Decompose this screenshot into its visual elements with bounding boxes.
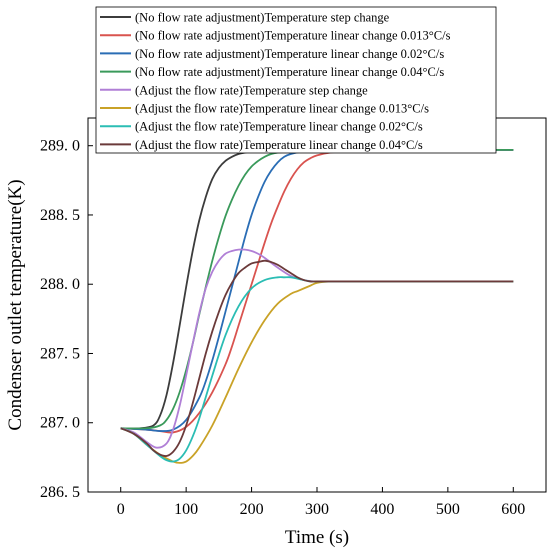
legend-label: (Adjust the flow rate)Temperature linear… [135,138,423,152]
y-tick-label: 286. 5 [40,484,80,501]
x-tick-label: 600 [501,501,525,518]
series-line-8 [120,259,514,458]
y-tick-label: 288. 0 [40,276,80,293]
x-tick-label: 300 [305,501,329,518]
legend-label: (No flow rate adjustment)Temperature lin… [135,29,451,43]
legend-label: (No flow rate adjustment)Temperature lin… [135,65,444,79]
x-tick-label: 400 [370,501,394,518]
y-tick-label: 287. 0 [40,415,80,432]
y-tick-label: 287. 5 [40,345,80,362]
legend-label: (Adjust the flow rate)Temperature step c… [135,83,368,97]
axis-ticks: 0 100 200 300 400 500 600 286. 5 287. 0 287. 5 288… [40,138,525,518]
x-axis-title: Time (s) [285,527,349,548]
x-tick-label: 200 [240,501,264,518]
x-tick-label: 100 [174,501,198,518]
y-tick-label: 289. 0 [40,138,80,155]
y-tick-label: 288. 5 [40,207,80,224]
plot-area [87,117,547,493]
legend: (No flow rate adjustment)Temperature ste… [95,6,497,154]
legend-label: (No flow rate adjustment)Temperature ste… [135,11,390,25]
legend-label: (Adjust the flow rate)Temperature linear… [135,120,423,134]
series-line-2 [120,148,514,434]
legend-label: (Adjust the flow rate)Temperature linear… [135,102,429,116]
legend-label: (No flow rate adjustment)Temperature lin… [135,47,444,61]
legend-box [95,6,497,154]
x-tick-label: 500 [436,501,460,518]
y-axis-title: Condenser outlet temperature(K) [5,179,26,430]
x-tick-label: 0 [117,501,125,518]
